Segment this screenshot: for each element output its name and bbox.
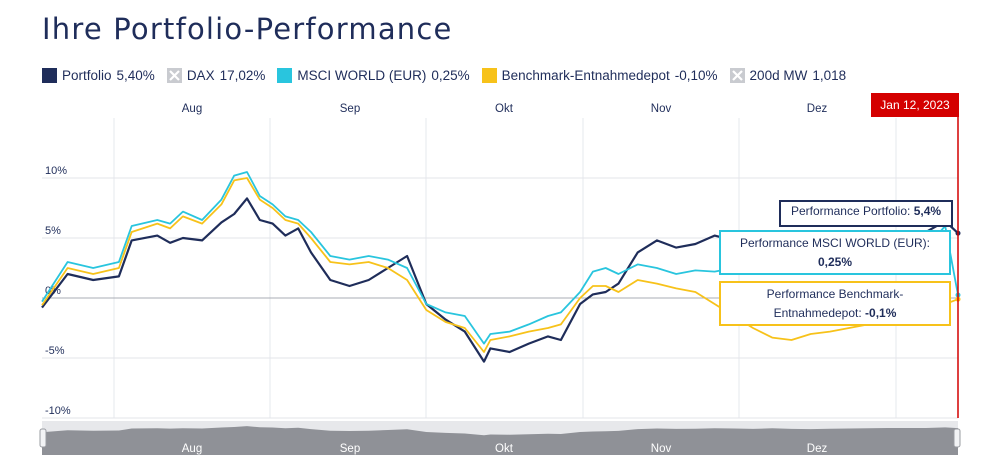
y-tick-label: -5% xyxy=(45,345,65,357)
legend-value: 5,40% xyxy=(116,68,155,83)
tooltip-value: 0,25% xyxy=(817,255,853,269)
navigator-month-label: Okt xyxy=(495,443,514,455)
tooltip-label: Performance Benchmark- xyxy=(766,287,904,301)
legend-label: 200d MW xyxy=(749,68,808,83)
portfolio-swatch-icon xyxy=(42,68,57,83)
legend-label: MSCI WORLD (EUR) xyxy=(297,68,427,83)
navigator-month-label: Nov xyxy=(651,443,672,455)
legend-value: 0,25% xyxy=(431,68,470,83)
navigator-handle-left xyxy=(39,428,47,448)
date-flag: Jan 12, 2023 xyxy=(871,93,959,117)
chart-legend: Portfolio 5,40% DAX 17,02% MSCI WORLD (E… xyxy=(42,68,858,83)
legend-item-benchmark[interactable]: Benchmark-Entnahmedepot -0,10% xyxy=(481,68,718,83)
y-tick-label: 5% xyxy=(45,225,61,237)
series-line xyxy=(41,177,959,353)
x-tick-label: Nov xyxy=(651,103,672,115)
tooltip-label: Performance Portfolio: xyxy=(790,204,911,218)
x-tick-label: Sep xyxy=(340,103,360,115)
y-tick-label: 10% xyxy=(45,165,67,177)
msci-swatch-icon xyxy=(277,68,293,83)
legend-label: Benchmark-Entnahmedepot xyxy=(501,68,670,83)
legend-value: 17,02% xyxy=(219,68,266,83)
disabled-x-icon xyxy=(166,68,182,83)
x-tick-label: Dez xyxy=(807,103,828,115)
tooltip-msci-world: Performance MSCI WORLD (EUR): 0,25% xyxy=(719,230,951,275)
legend-item-msci-world[interactable]: MSCI WORLD (EUR) 0,25% xyxy=(277,68,470,83)
navigator-month-label: Aug xyxy=(182,443,202,455)
legend-item-200d-mw[interactable]: 200d MW 1,018 xyxy=(729,68,847,83)
x-tick-label: Okt xyxy=(495,103,514,115)
legend-item-portfolio[interactable]: Portfolio 5,40% xyxy=(42,68,155,83)
x-tick-label: Aug xyxy=(182,103,202,115)
tooltip-benchmark: Performance Benchmark- Entnahmedepot: -0… xyxy=(719,281,951,326)
navigator-month-label: Sep xyxy=(340,443,360,455)
page-title: Ihre Portfolio-Performance xyxy=(42,12,453,46)
navigator-handle-right xyxy=(953,428,961,448)
legend-value: -0,10% xyxy=(674,68,718,83)
navigator-month-label: Dez xyxy=(807,443,828,455)
tooltip-portfolio: Performance Portfolio: 5,4% xyxy=(779,200,953,227)
tooltip-label: Entnahmedepot: xyxy=(773,306,862,320)
disabled-x-icon xyxy=(729,68,745,83)
legend-item-dax[interactable]: DAX 17,02% xyxy=(166,68,266,83)
tooltip-value: 5,4% xyxy=(913,204,942,218)
y-tick-label: -10% xyxy=(45,405,71,417)
tooltip-label: Performance MSCI WORLD (EUR): xyxy=(739,236,931,250)
legend-label: DAX xyxy=(186,68,215,83)
legend-label: Portfolio xyxy=(62,68,112,83)
benchmark-swatch-icon xyxy=(481,68,497,83)
navigator-area xyxy=(42,426,958,455)
tooltip-value: -0,1% xyxy=(865,306,897,320)
legend-value: 1,018 xyxy=(812,68,847,83)
